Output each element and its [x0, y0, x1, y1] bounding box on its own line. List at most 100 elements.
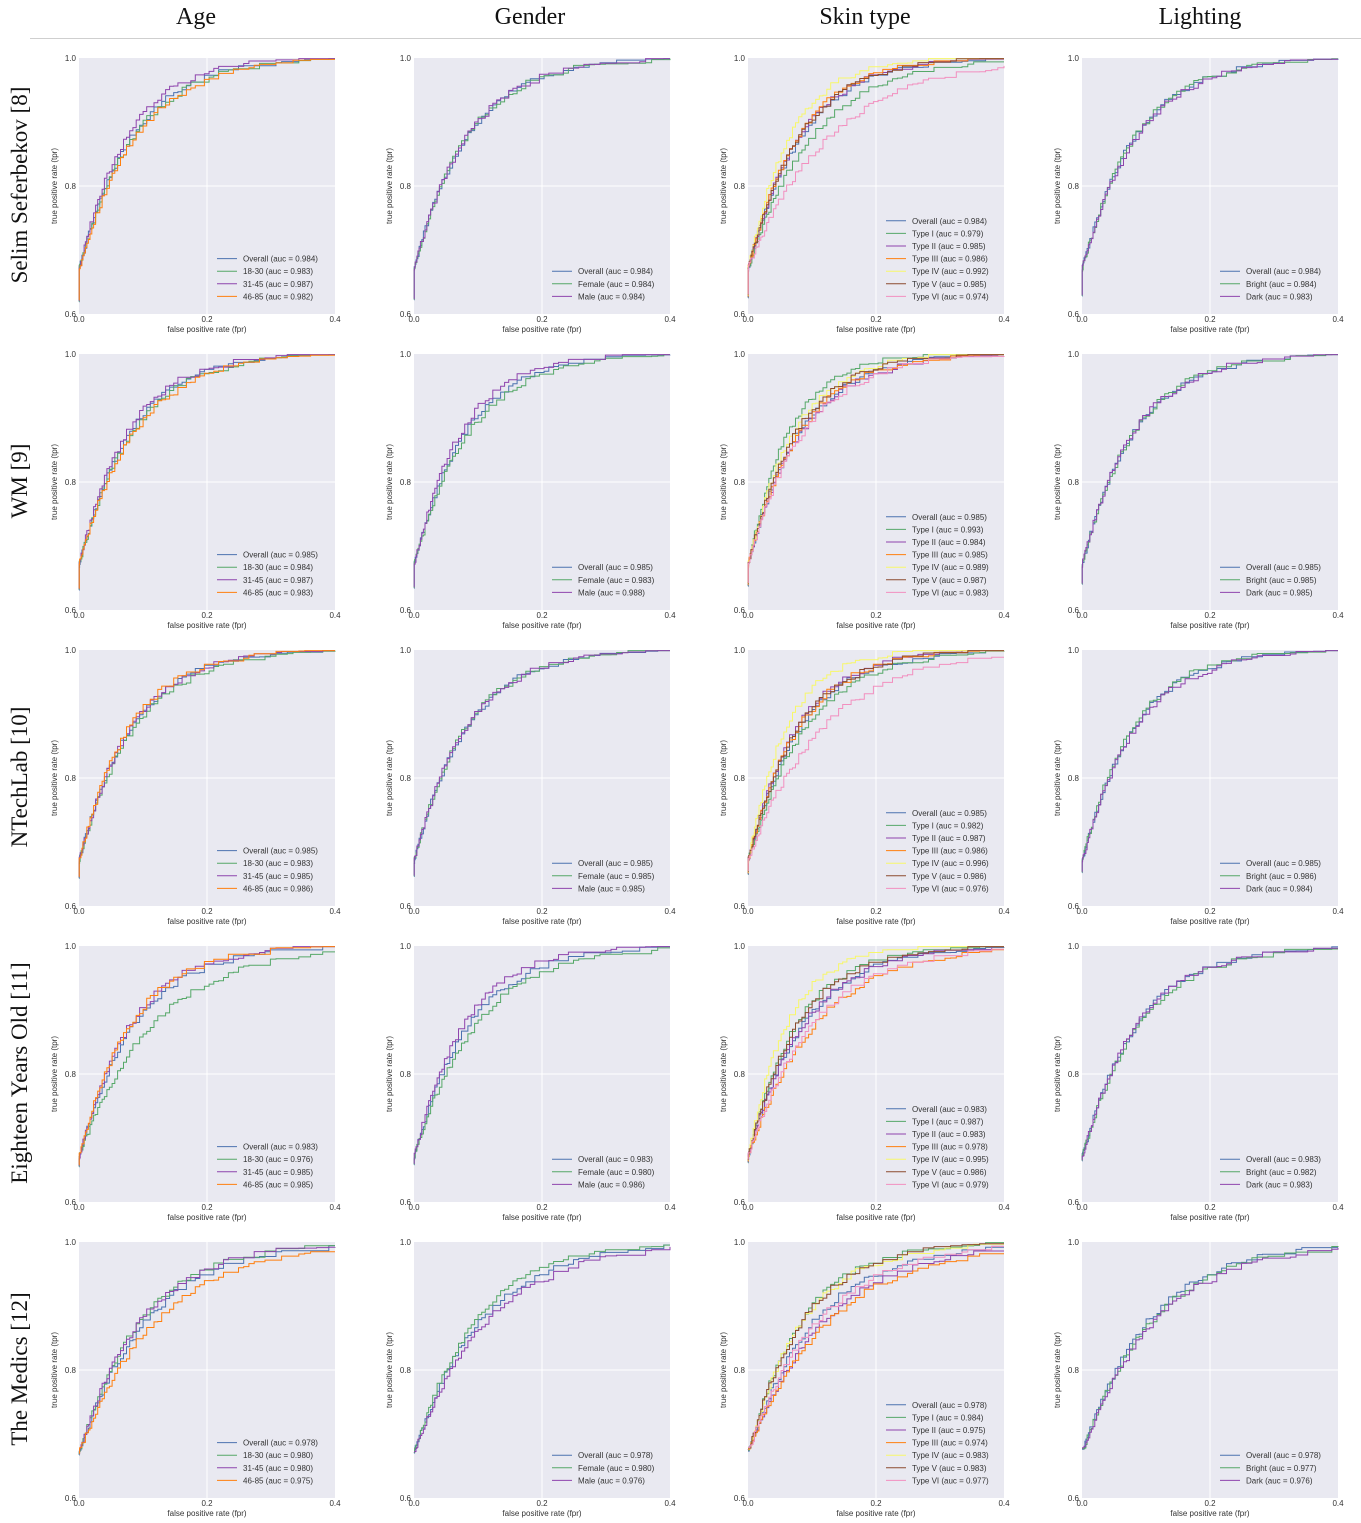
roc-curve-type-v: [747, 354, 1004, 584]
y-tick-label: 0.6: [400, 606, 412, 615]
legend-entry-type-i: Type I (auc = 0.979): [912, 229, 984, 238]
x-axis-label: false positive rate (fpr): [167, 1213, 246, 1222]
legend-entry-overall: Overall (auc = 0.984): [1246, 267, 1321, 276]
legend-entry-type-iii: Type III (auc = 0.985): [912, 551, 988, 560]
legend-entry-type-iv: Type IV (auc = 0.996): [912, 859, 989, 868]
y-axis-label: true positive rate (tpr): [1053, 1332, 1062, 1408]
x-tick-label: 0.4: [1332, 315, 1344, 324]
x-tick-label: 0.4: [664, 315, 676, 324]
x-axis-label: false positive rate (fpr): [167, 1509, 246, 1518]
y-tick-label: 1.0: [734, 1238, 746, 1247]
y-tick-label: 0.8: [400, 774, 412, 783]
x-tick-label: 0.2: [870, 315, 882, 324]
x-tick-label: 0.0: [1076, 1203, 1088, 1212]
y-tick-label: 1.0: [65, 646, 77, 655]
x-tick-label: 0.2: [536, 1203, 548, 1212]
roc-panel-wm-9-age: 0.0 0.2 0.4 0.6 0.8 1.0 false positive rate (f…: [50, 350, 341, 630]
roc-curve-overall: [1082, 1247, 1338, 1450]
y-axis-label: true positive rate (tpr): [1053, 148, 1062, 224]
legend-entry-bright: Bright (auc = 0.977): [1246, 1464, 1317, 1473]
roc-panel-ntechlab-10-age: 0.0 0.2 0.4 0.6 0.8 1.0 false positive rate (f…: [50, 646, 341, 926]
legend-entry-18-30: 18-30 (auc = 0.980): [243, 1451, 313, 1460]
roc-curve-type-vi: [747, 356, 1005, 583]
x-tick-label: 0.4: [998, 1203, 1010, 1212]
x-tick-label: 0.2: [536, 1499, 548, 1508]
y-tick-label: 0.6: [734, 902, 746, 911]
y-axis-label: true positive rate (tpr): [50, 148, 59, 224]
x-axis-label: false positive rate (fpr): [502, 917, 581, 926]
x-axis-label: false positive rate (fpr): [836, 1509, 915, 1518]
roc-panel-selim-seferbekov-8-skin-type: 0.0 0.2 0.4 0.6 0.8 1.0 false positive rate (f…: [719, 54, 1010, 334]
legend-entry-overall: Overall (auc = 0.985): [578, 563, 653, 572]
roc-curve-female: [413, 947, 670, 1165]
column-header-age: Age: [176, 4, 216, 30]
x-tick-label: 0.0: [742, 907, 754, 916]
roc-curve-bright: [1081, 650, 1338, 873]
y-tick-label: 0.8: [734, 1366, 746, 1375]
legend-entry-type-vi: Type VI (auc = 0.977): [912, 1476, 989, 1485]
x-axis-label: false positive rate (fpr): [502, 325, 581, 334]
column-header-lighting: Lighting: [1158, 4, 1242, 30]
roc-panel-selim-seferbekov-8-lighting: 0.0 0.2 0.4 0.6 0.8 1.0 false positive rate (f…: [1053, 54, 1344, 334]
y-axis-label: true positive rate (tpr): [719, 1332, 728, 1408]
x-tick-label: 0.0: [408, 315, 420, 324]
x-tick-label: 0.4: [1332, 907, 1344, 916]
legend-entry-type-iii: Type III (auc = 0.986): [912, 255, 988, 264]
x-axis-label: false positive rate (fpr): [502, 1509, 581, 1518]
roc-panel-the-medics-12-gender: 0.0 0.2 0.4 0.6 0.8 1.0 false positive rate (f…: [385, 1238, 676, 1518]
roc-curve-type-iii: [747, 650, 1004, 874]
roc-curve-male: [413, 354, 670, 588]
y-axis-label: true positive rate (tpr): [1053, 444, 1062, 520]
x-tick-label: 0.2: [536, 315, 548, 324]
y-tick-label: 0.8: [1068, 774, 1080, 783]
legend-entry-type-i: Type I (auc = 0.982): [912, 821, 984, 830]
y-tick-label: 0.6: [734, 310, 746, 319]
roc-curve-type-v: [748, 1243, 1004, 1449]
y-tick-label: 0.6: [1068, 606, 1080, 615]
x-tick-label: 0.4: [329, 1203, 341, 1212]
legend-entry-overall: Overall (auc = 0.983): [243, 1143, 318, 1152]
legend-entry-male: Male (auc = 0.985): [578, 884, 645, 893]
y-tick-label: 1.0: [65, 54, 77, 63]
x-tick-label: 0.2: [201, 1499, 213, 1508]
y-axis-label: true positive rate (tpr): [1053, 740, 1062, 816]
x-tick-label: 0.2: [1204, 315, 1216, 324]
x-tick-label: 0.4: [664, 1203, 676, 1212]
y-tick-label: 0.6: [400, 902, 412, 911]
y-tick-label: 1.0: [1068, 54, 1080, 63]
roc-panel-eighteen-years-old-11-lighting: 0.0 0.2 0.4 0.6 0.8 1.0 false positive rate (f…: [1053, 942, 1344, 1222]
y-axis-label: true positive rate (tpr): [719, 444, 728, 520]
legend-entry-overall: Overall (auc = 0.983): [1246, 1155, 1321, 1164]
x-tick-label: 0.4: [664, 907, 676, 916]
y-tick-label: 1.0: [65, 1238, 77, 1247]
y-tick-label: 0.6: [65, 902, 77, 911]
roc-curve-type-i: [747, 650, 1005, 875]
legend-entry-overall: Overall (auc = 0.985): [578, 859, 653, 868]
roc-panel-selim-seferbekov-8-gender: 0.0 0.2 0.4 0.6 0.8 1.0 false positive rate (f…: [385, 54, 676, 334]
roc-curve-male: [414, 1246, 671, 1453]
legend-entry-46-85: 46-85 (auc = 0.986): [243, 884, 313, 893]
roc-curve-18-30: [78, 951, 335, 1167]
legend-entry-type-v: Type V (auc = 0.987): [912, 576, 987, 585]
y-axis-label: true positive rate (tpr): [719, 1036, 728, 1112]
legend-entry-type-iv: Type IV (auc = 0.995): [912, 1155, 989, 1164]
legend-entry-type-ii: Type II (auc = 0.983): [912, 1130, 986, 1139]
legend-entry-type-ii: Type II (auc = 0.975): [912, 1426, 986, 1435]
y-axis-label: true positive rate (tpr): [719, 740, 728, 816]
x-tick-label: 0.0: [1076, 611, 1088, 620]
legend-entry-type-iv: Type IV (auc = 0.992): [912, 267, 989, 276]
legend-entry-overall: Overall (auc = 0.978): [1246, 1451, 1321, 1460]
y-tick-label: 1.0: [1068, 350, 1080, 359]
x-tick-label: 0.0: [408, 1499, 420, 1508]
x-tick-label: 0.4: [329, 315, 341, 324]
y-tick-label: 0.6: [65, 606, 77, 615]
legend-entry-overall: Overall (auc = 0.983): [578, 1155, 653, 1164]
x-tick-label: 0.4: [1332, 1499, 1344, 1508]
legend-entry-overall: Overall (auc = 0.984): [578, 267, 653, 276]
y-tick-label: 0.6: [734, 1494, 746, 1503]
y-tick-label: 0.8: [734, 478, 746, 487]
y-tick-label: 1.0: [400, 350, 412, 359]
legend-entry-type-iii: Type III (auc = 0.978): [912, 1143, 988, 1152]
y-tick-label: 0.6: [65, 1494, 77, 1503]
roc-curve-type-vi: [747, 948, 1004, 1160]
